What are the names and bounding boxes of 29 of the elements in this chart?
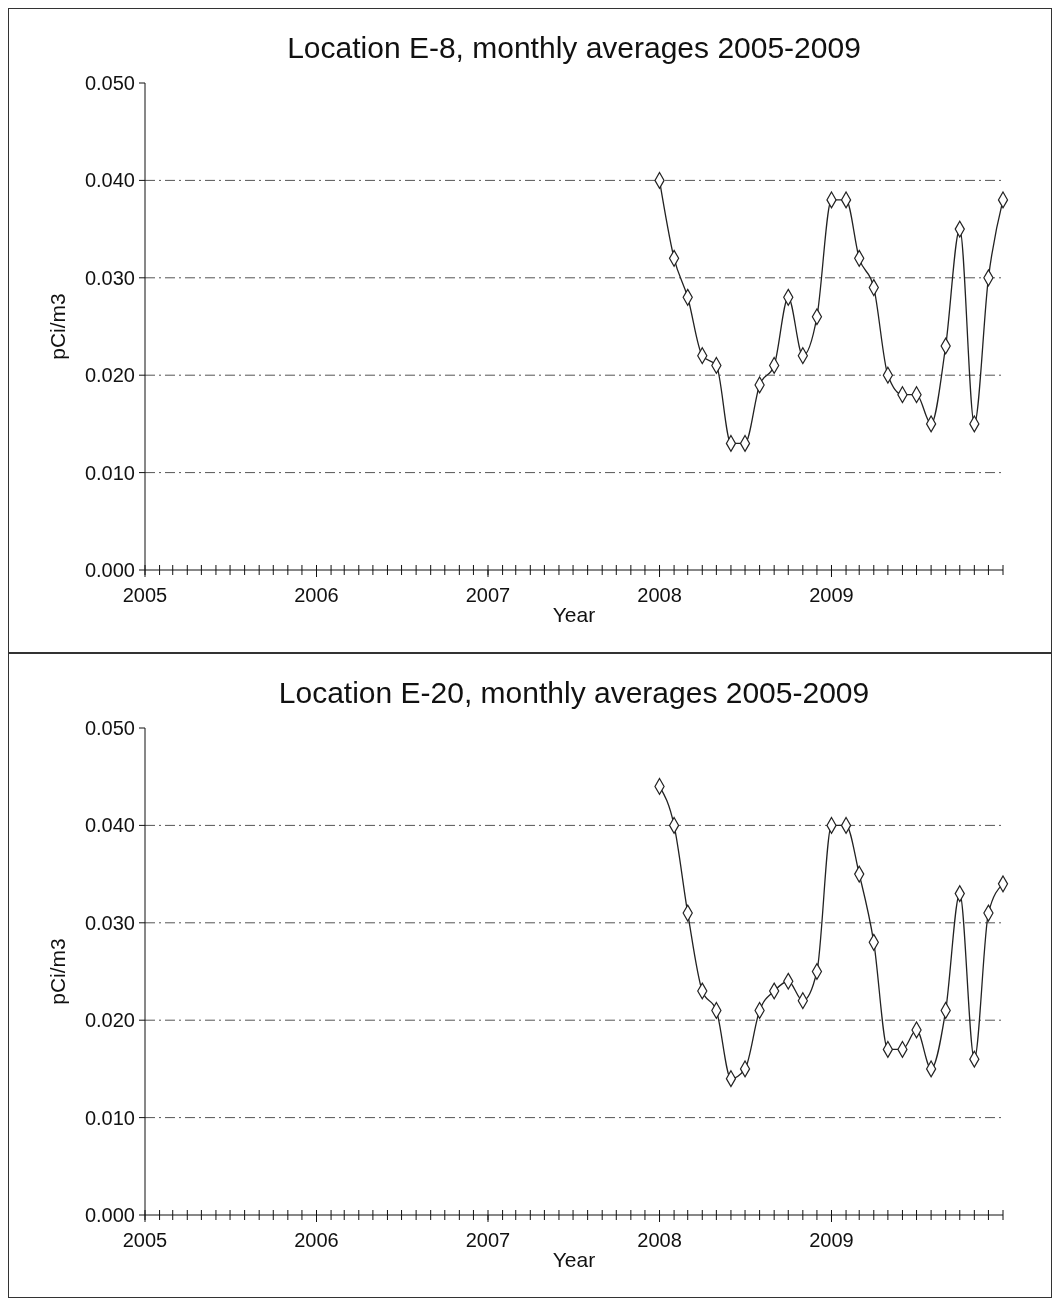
x-tick-label: 2006 [294, 1229, 339, 1251]
y-tick-label: 0.050 [84, 72, 135, 94]
x-tick-label: 2009 [809, 1229, 854, 1251]
chart-title: Location E-20, monthly averages 2005-2009 [278, 676, 870, 709]
x-tick-label: 2007 [465, 584, 511, 606]
y-tick-label: 0.000 [84, 559, 135, 581]
x-tick-label: 2008 [637, 1229, 682, 1251]
y-tick-label: 0.040 [84, 814, 135, 837]
y-tick-label: 0.020 [84, 364, 135, 387]
y-tick-label: 0.000 [84, 1204, 135, 1226]
point [811, 963, 823, 980]
y-tick-label: 0.020 [84, 1009, 135, 1032]
x-tick-label: 2006 [294, 584, 339, 606]
x-tick-label: 2009 [809, 584, 854, 606]
y-tick-label: 0.010 [84, 1106, 135, 1129]
y-tick-label: 0.010 [84, 461, 135, 484]
chart-title: Location E-8, monthly averages 2005-2009 [287, 31, 861, 64]
y-axis-title: pCi/m3 [46, 293, 69, 360]
y-axis-title: pCi/m3 [46, 938, 69, 1005]
y-tick-label: 0.030 [84, 911, 135, 934]
x-tick-label: 2008 [637, 584, 682, 606]
y-tick-label: 0.050 [84, 717, 135, 739]
x-tick-label: 2007 [465, 1229, 511, 1251]
y-tick-label: 0.030 [84, 266, 135, 289]
y-tick-label: 0.040 [84, 169, 135, 192]
x-axis-title: Year [552, 603, 596, 626]
x-tick-label: 2005 [122, 1229, 168, 1251]
x-axis-title: Year [552, 1248, 596, 1271]
x-tick-label: 2005 [122, 584, 168, 606]
